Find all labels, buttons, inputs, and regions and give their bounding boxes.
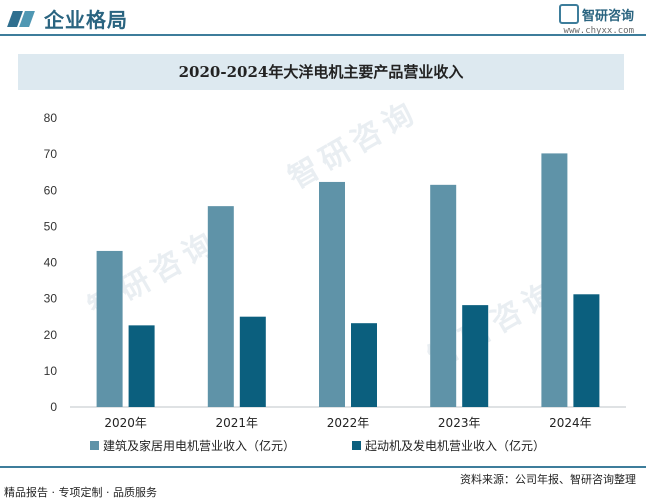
page-header: 企业格局 智研咨询 www.chyxx.com bbox=[0, 0, 646, 40]
bar-series-2 bbox=[462, 305, 489, 407]
bar-series-1 bbox=[541, 153, 568, 407]
footer-divider bbox=[0, 466, 646, 468]
y-tick-label: 20 bbox=[44, 328, 58, 342]
y-tick-label: 60 bbox=[44, 183, 58, 197]
y-tick-label: 80 bbox=[44, 111, 58, 125]
bar-series-2 bbox=[128, 325, 155, 407]
legend-item-series-1: 建筑及家居用电机营业收入（亿元） bbox=[90, 437, 295, 454]
chart-title-band: 2020-2024年大洋电机主要产品营业收入 bbox=[18, 54, 624, 90]
y-tick-label: 70 bbox=[44, 147, 58, 161]
x-tick-label: 2020年 bbox=[104, 416, 147, 430]
bar-series-2 bbox=[351, 323, 377, 407]
x-tick-label: 2024年 bbox=[549, 416, 592, 430]
y-tick-label: 0 bbox=[50, 400, 57, 414]
brand-logo: 智研咨询 www.chyxx.com bbox=[558, 3, 634, 38]
y-tick-label: 30 bbox=[44, 292, 58, 306]
legend-item-series-2: 起动机及发电机营业收入（亿元） bbox=[352, 437, 545, 454]
x-tick-label: 2023年 bbox=[438, 416, 481, 430]
legend-label-series-1: 建筑及家居用电机营业收入（亿元） bbox=[103, 439, 296, 453]
logo-url: www.chyxx.com bbox=[563, 25, 634, 36]
y-tick-label: 10 bbox=[44, 364, 58, 378]
chart-legend: 建筑及家居用电机营业收入（亿元） 起动机及发电机营业收入（亿元） bbox=[90, 437, 630, 455]
logo-mark-icon bbox=[558, 3, 579, 24]
legend-swatch-series-1 bbox=[90, 441, 99, 450]
brand-slash-icon bbox=[7, 8, 38, 30]
page-footer: 精品报告 · 专项定制 · 品质服务 资料来源：公司年报、智研咨询整理 bbox=[0, 466, 646, 500]
bar-series-1 bbox=[96, 250, 123, 407]
chart-title: 2020-2024年大洋电机主要产品营业收入 bbox=[178, 63, 464, 81]
x-tick-label: 2022年 bbox=[327, 416, 370, 430]
legend-swatch-series-2 bbox=[352, 441, 361, 450]
logo-name: 智研咨询 bbox=[581, 9, 634, 24]
bar-series-2 bbox=[239, 316, 266, 407]
y-tick-label: 40 bbox=[44, 256, 58, 270]
bar-chart: 0 10 20 30 40 50 60 70 80 2020年 2021年 2022年 2023年 202… bbox=[44, 111, 626, 430]
footer-slogan: 精品报告 · 专项定制 · 品质服务 bbox=[4, 486, 157, 499]
y-tick-label: 50 bbox=[44, 219, 58, 233]
x-tick-label: 2021年 bbox=[216, 416, 259, 430]
footer-source: 资料来源：公司年报、智研咨询整理 bbox=[460, 473, 636, 486]
section-title: 企业格局 bbox=[44, 8, 128, 32]
bar-series-2 bbox=[573, 294, 600, 407]
header-divider bbox=[0, 34, 646, 36]
bar-series-1 bbox=[319, 181, 345, 407]
bar-series-1 bbox=[430, 184, 457, 407]
bar-series-1 bbox=[207, 206, 234, 407]
legend-label-series-2: 起动机及发电机营业收入（亿元） bbox=[365, 439, 546, 453]
